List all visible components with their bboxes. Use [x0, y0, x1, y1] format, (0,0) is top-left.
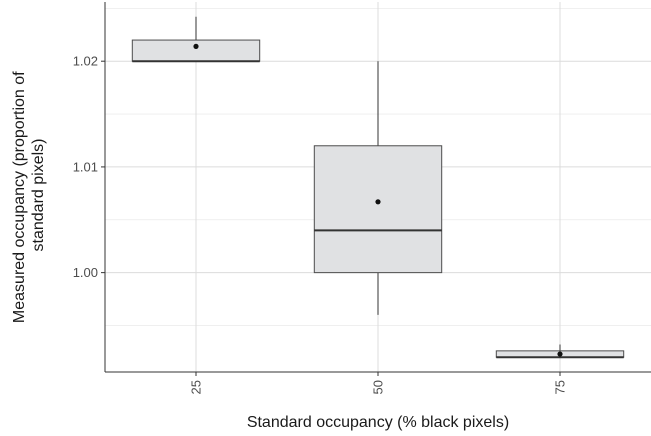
mean-point — [193, 43, 199, 50]
boxes — [131, 16, 625, 359]
x-axis-title: Standard occupancy (% black pixels) — [247, 414, 509, 431]
axes: 1.00 1.01 1.02 25 50 75 — [73, 2, 651, 394]
y-axis-title: Measured occupancy (proportion of standa… — [11, 67, 47, 323]
x-tick-label: 50 — [371, 380, 386, 394]
y-axis-title-line-2: standard pixels) — [30, 139, 47, 252]
x-tick-label: 75 — [553, 380, 568, 394]
y-tick-label: 1.02 — [73, 54, 98, 69]
y-tick-label: 1.01 — [73, 159, 98, 174]
y-axis-title-line-1: Measured occupancy (proportion of — [11, 71, 28, 323]
box-iqr — [131, 39, 261, 62]
y-tick-label: 1.00 — [73, 265, 98, 280]
box-iqr — [313, 145, 443, 274]
x-tick-label: 25 — [189, 380, 204, 394]
mean-point — [375, 199, 381, 205]
mean-point — [557, 351, 563, 357]
